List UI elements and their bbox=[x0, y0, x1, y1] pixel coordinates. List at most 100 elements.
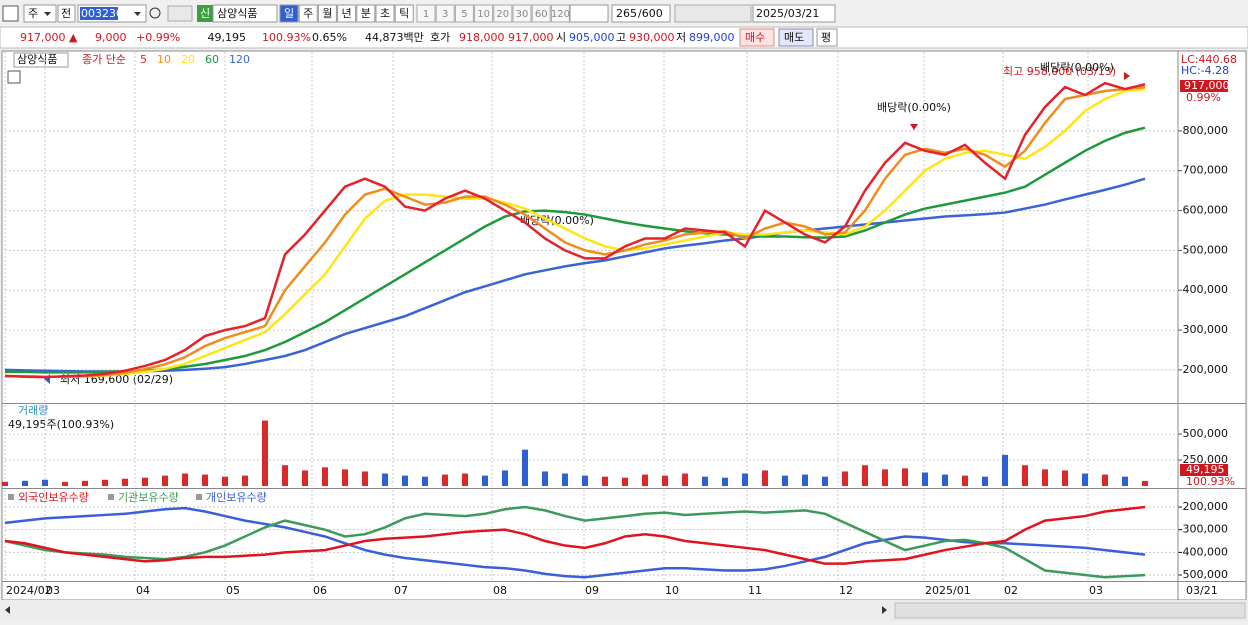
legend-box bbox=[13, 52, 69, 68]
dropdown[interactable] bbox=[569, 4, 609, 23]
legend-entry: 5 bbox=[140, 53, 147, 66]
legend-entry: 10 bbox=[157, 53, 171, 66]
period-btn[interactable] bbox=[337, 4, 357, 23]
x-tick-label: 05 bbox=[226, 584, 240, 597]
y-tick-label: 500,000 bbox=[1183, 243, 1229, 256]
period-btn[interactable] bbox=[356, 4, 376, 23]
date: 2025/03/21 bbox=[756, 7, 819, 20]
volume-bar bbox=[642, 474, 648, 486]
market-select[interactable] bbox=[23, 4, 57, 23]
last-volume: 49,195 bbox=[1186, 463, 1225, 476]
x-tick-label: 04 bbox=[136, 584, 150, 597]
volume-bar bbox=[482, 475, 488, 486]
legend-swatch bbox=[108, 494, 114, 500]
interval-btn[interactable] bbox=[531, 4, 551, 23]
volume-bar bbox=[362, 471, 368, 486]
low-label: 저 bbox=[676, 31, 686, 44]
period-btn[interactable] bbox=[317, 4, 337, 23]
series-line bbox=[4, 177, 1146, 373]
x-tick-label: 2024/02 bbox=[6, 584, 52, 597]
interval-btn[interactable] bbox=[435, 4, 455, 23]
interval-btn[interactable] bbox=[550, 4, 570, 23]
interval-btn[interactable] bbox=[512, 4, 532, 23]
volume-bar bbox=[162, 475, 168, 486]
date-box[interactable] bbox=[752, 4, 836, 23]
volume-bar bbox=[502, 470, 508, 486]
market: 주 bbox=[28, 7, 38, 20]
period-btn[interactable] bbox=[375, 4, 395, 23]
count-box bbox=[611, 4, 671, 23]
legend-entry: 60 bbox=[205, 53, 219, 66]
table-icon[interactable] bbox=[7, 70, 21, 84]
code: 003230 bbox=[81, 7, 123, 20]
name-box bbox=[212, 4, 278, 23]
volume-bar bbox=[922, 472, 928, 486]
period-btn[interactable] bbox=[394, 4, 414, 23]
volume-bar bbox=[562, 473, 568, 486]
interval-btn[interactable] bbox=[474, 4, 494, 23]
interval-btn[interactable] bbox=[493, 4, 513, 23]
x-tick-label: 07 bbox=[394, 584, 408, 597]
buy: 매수 bbox=[745, 31, 765, 44]
zoom-controls[interactable] bbox=[894, 602, 1246, 619]
interval-btn[interactable] bbox=[454, 4, 474, 23]
volume-bar bbox=[902, 468, 908, 486]
volume-bar bbox=[462, 473, 468, 486]
volume-bar bbox=[42, 479, 48, 486]
icon-btn[interactable] bbox=[167, 5, 193, 22]
interval: 60 bbox=[535, 9, 548, 20]
volume-bar bbox=[302, 470, 308, 486]
change-pct: +0.99% bbox=[136, 31, 180, 44]
x-tick-label: 2025/01 bbox=[925, 584, 971, 597]
period-btn[interactable] bbox=[298, 4, 318, 23]
x-tick-label: 06 bbox=[313, 584, 327, 597]
volume-bar bbox=[82, 480, 88, 486]
y-tick-label: -500,000 bbox=[1179, 568, 1228, 581]
period: 일 bbox=[284, 6, 294, 20]
ask: 918,000 bbox=[459, 31, 505, 44]
volume-bar bbox=[742, 473, 748, 486]
menu-icon[interactable] bbox=[2, 5, 19, 22]
volume-bar bbox=[422, 476, 428, 486]
series-line bbox=[4, 87, 1146, 378]
period-btn[interactable] bbox=[279, 4, 299, 23]
volume-bar bbox=[1062, 470, 1068, 486]
interval: 30 bbox=[516, 9, 529, 20]
amount: 44,873백만 bbox=[365, 31, 424, 44]
open-label: 시 bbox=[556, 31, 566, 44]
tool-icons[interactable] bbox=[674, 4, 752, 23]
volume-bar bbox=[582, 475, 588, 486]
hc: HC:-4.28 bbox=[1181, 64, 1229, 77]
last-change: 0.99% bbox=[1186, 91, 1221, 104]
interval: 3 bbox=[442, 9, 448, 20]
search-icon[interactable] bbox=[149, 7, 161, 19]
buy-btn[interactable] bbox=[739, 28, 775, 47]
period-buttons: 일 주 월 년 분 초 틱 1 3 5 10 20 30 60 120 bbox=[279, 4, 570, 23]
x-tick-label: 03 bbox=[1089, 584, 1103, 597]
prev-btn[interactable] bbox=[57, 4, 76, 23]
sell-btn[interactable] bbox=[778, 28, 814, 47]
avg-btn[interactable] bbox=[816, 28, 838, 47]
sell: 매도 bbox=[784, 31, 804, 44]
volume-ratio: 100.93% bbox=[262, 31, 311, 44]
volume-bar bbox=[682, 473, 688, 486]
volume-bar bbox=[282, 465, 288, 486]
ask-label: 호가 bbox=[430, 31, 450, 44]
volume-bar bbox=[242, 475, 248, 486]
y-tick-label: 400,000 bbox=[1183, 283, 1229, 296]
x-tick-label: 09 bbox=[585, 584, 599, 597]
arrow bbox=[44, 12, 51, 16]
open: 905,000 bbox=[569, 31, 615, 44]
interval-btn[interactable] bbox=[416, 4, 436, 23]
scroll-right[interactable] bbox=[882, 606, 887, 614]
scroll-left[interactable] bbox=[5, 606, 10, 614]
volume-bar bbox=[1042, 469, 1048, 486]
interval: 10 bbox=[477, 9, 490, 20]
marker bbox=[910, 124, 918, 130]
volume-bar bbox=[342, 469, 348, 486]
annotation: 배당락(0.00%) bbox=[877, 101, 951, 114]
y-tick-label: 600,000 bbox=[1183, 204, 1229, 217]
interval: 120 bbox=[551, 9, 570, 20]
chart-title: 삼양식품 bbox=[17, 53, 57, 66]
